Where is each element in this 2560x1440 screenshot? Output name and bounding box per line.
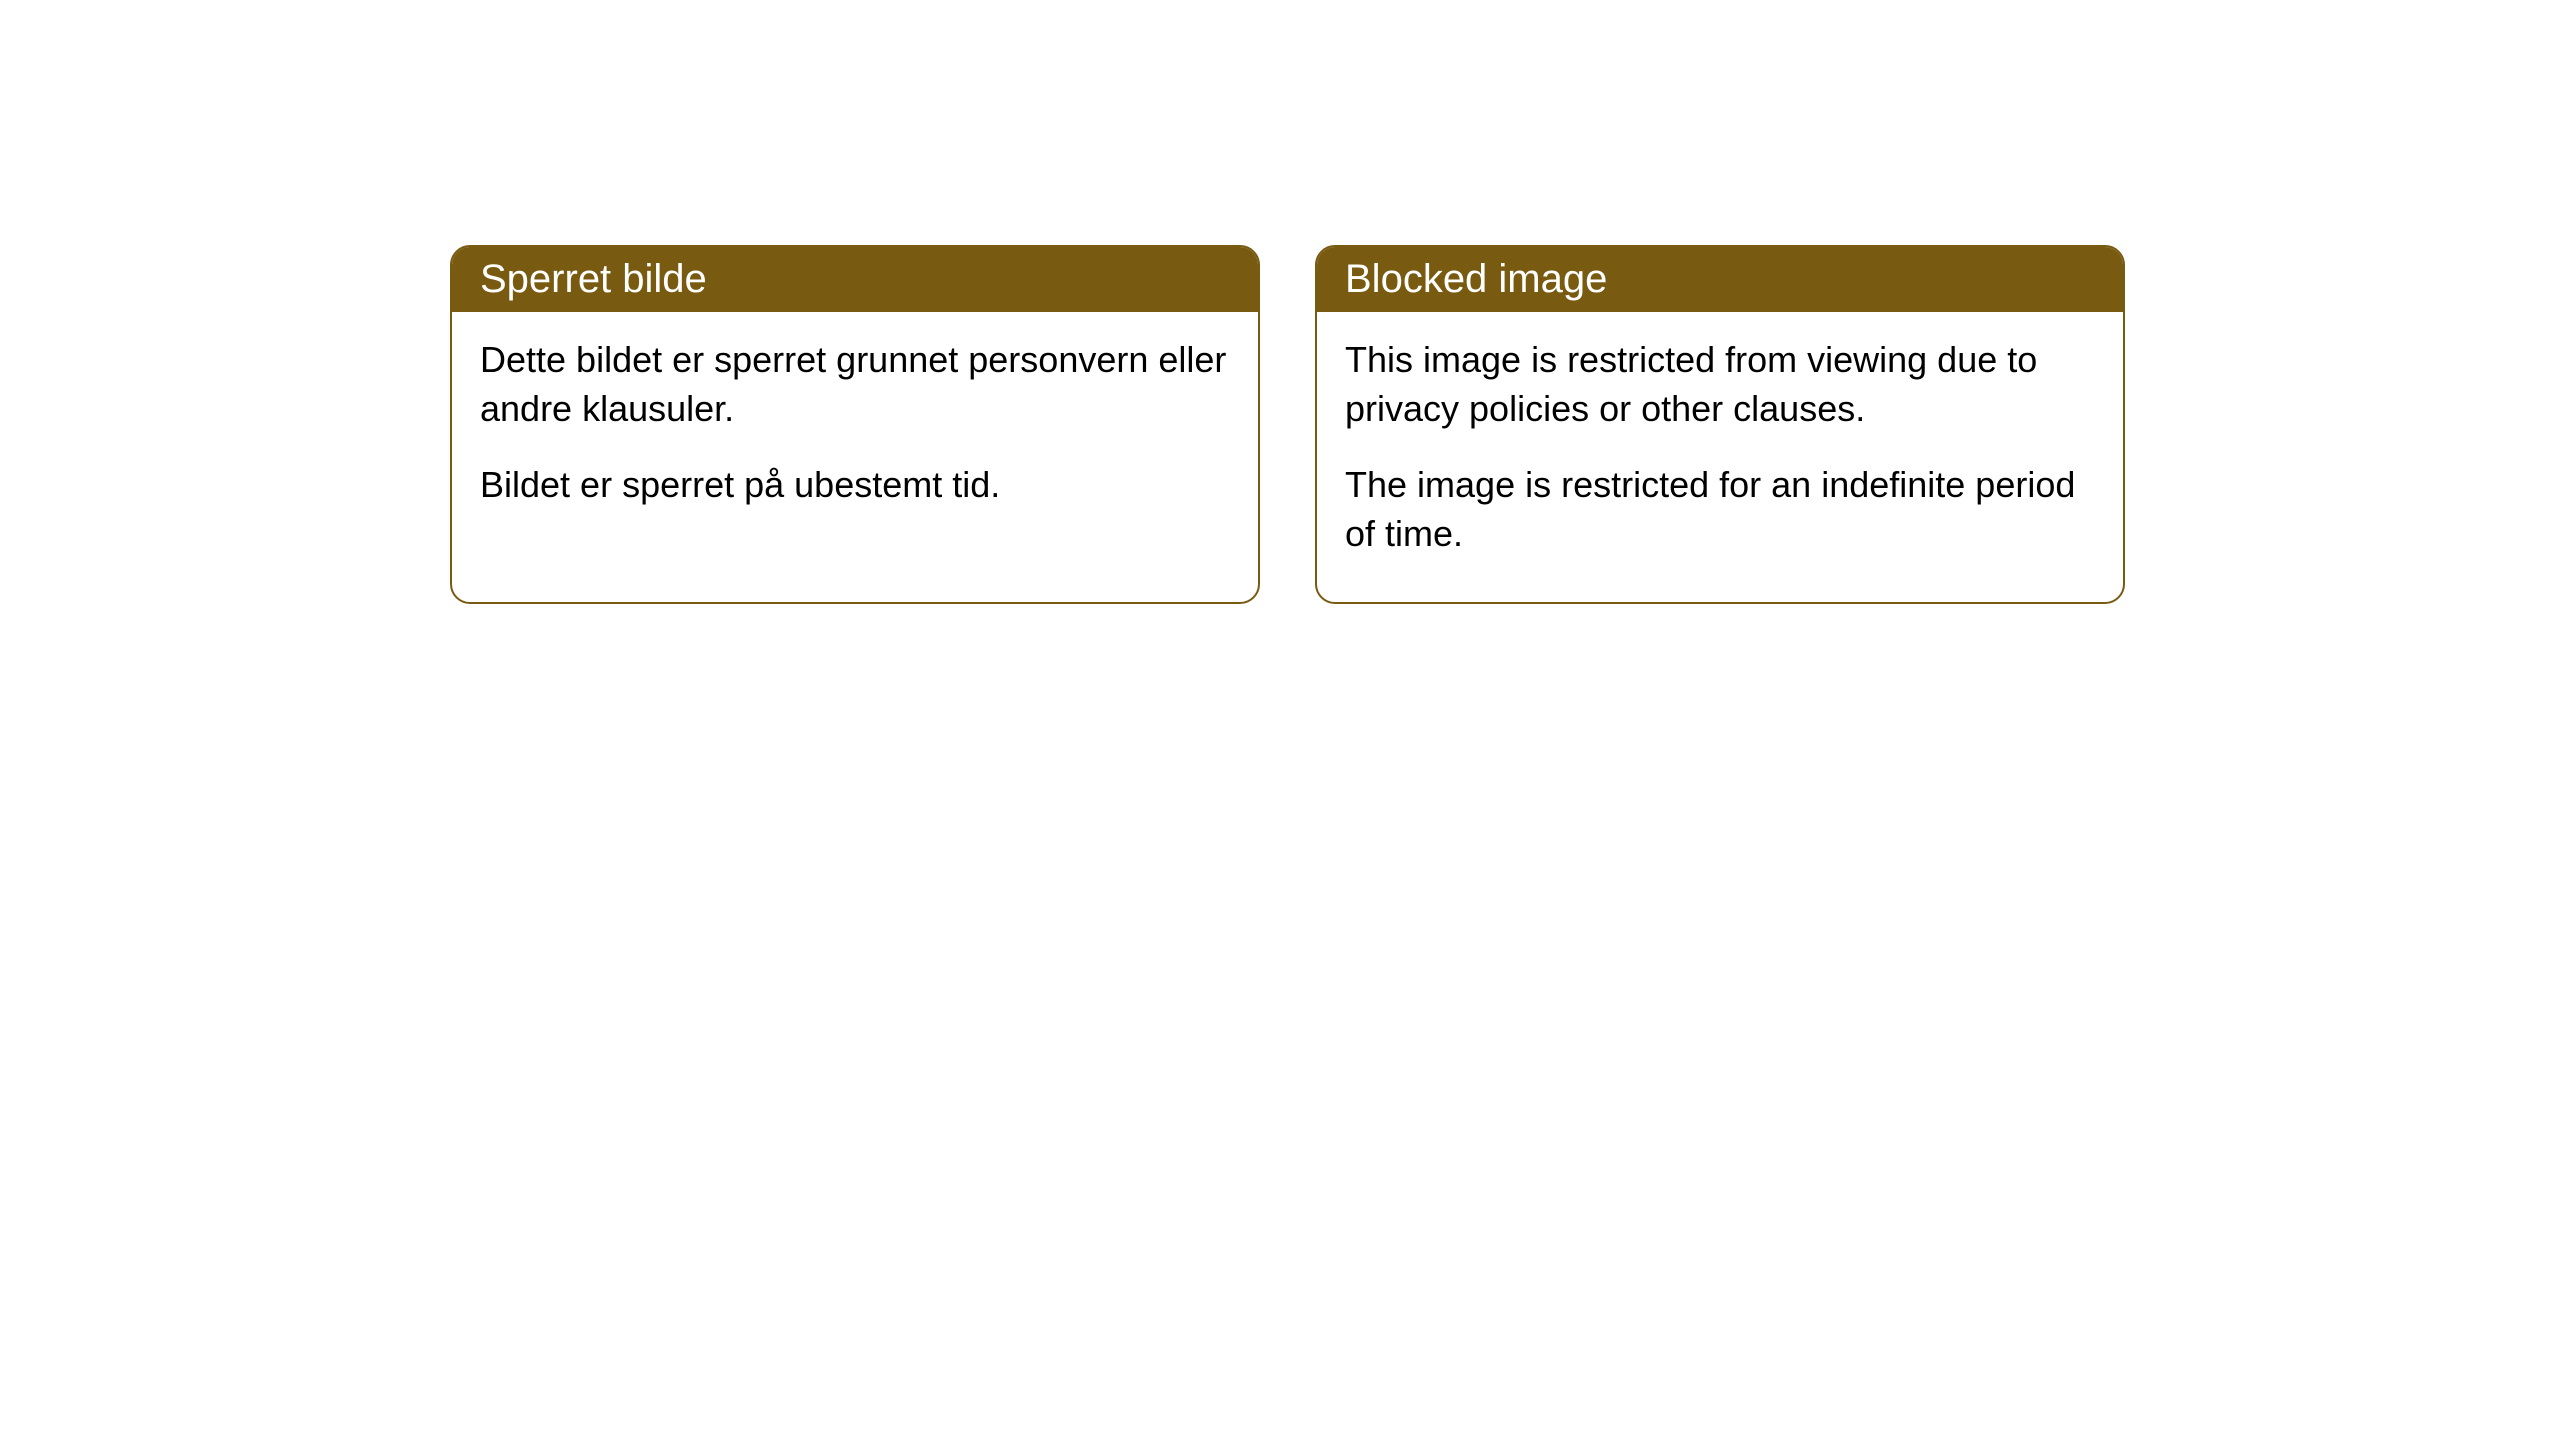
blocked-image-card-norwegian: Sperret bilde Dette bildet er sperret gr… — [450, 245, 1260, 604]
cards-container: Sperret bilde Dette bildet er sperret gr… — [0, 0, 2560, 604]
card-header: Sperret bilde — [452, 247, 1258, 312]
blocked-image-card-english: Blocked image This image is restricted f… — [1315, 245, 2125, 604]
card-header: Blocked image — [1317, 247, 2123, 312]
card-paragraph: Bildet er sperret på ubestemt tid. — [480, 461, 1230, 510]
card-body: This image is restricted from viewing du… — [1317, 312, 2123, 602]
card-paragraph: The image is restricted for an indefinit… — [1345, 461, 2095, 558]
card-paragraph: This image is restricted from viewing du… — [1345, 336, 2095, 433]
card-body: Dette bildet er sperret grunnet personve… — [452, 312, 1258, 554]
card-paragraph: Dette bildet er sperret grunnet personve… — [480, 336, 1230, 433]
